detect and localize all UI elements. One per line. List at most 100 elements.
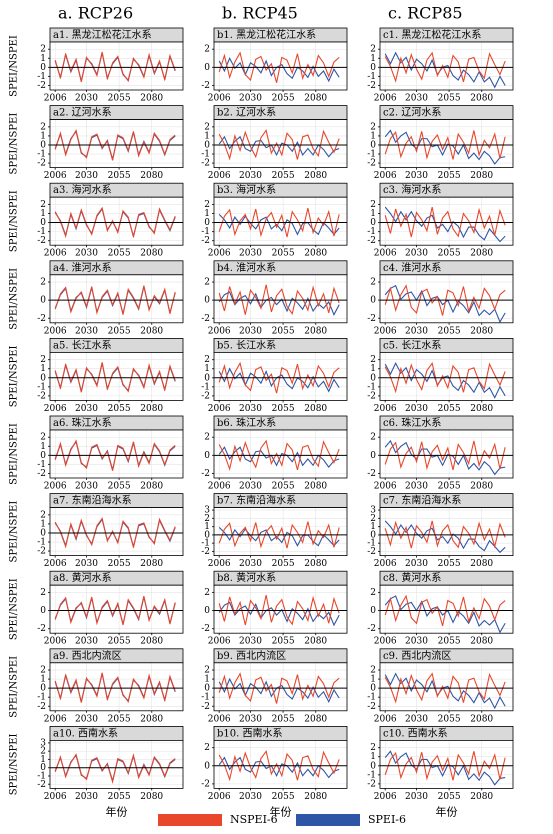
x-tick-label: 2006 [208,326,231,336]
x-tick-label: 2055 [272,94,295,104]
plot-frame [49,119,184,168]
x-tick-label: 2006 [208,249,231,259]
y-tick-label: -2 [37,780,46,790]
x-tick-label: 2006 [374,637,397,647]
x-tick-label: 2055 [438,792,461,802]
x-tick-label: 2030 [405,482,428,492]
x-tick-label: 2006 [44,714,67,724]
y-tick-label: 2 [370,122,376,132]
plot-frame [213,507,348,557]
x-tick-label: 2006 [374,482,397,492]
x-tick-label: 2006 [208,171,231,181]
y-tick-label: -2 [201,236,210,246]
series-line [218,672,340,704]
y-tick-label: -1 [37,72,46,82]
x-tick-label: 2055 [108,171,131,181]
series-line [54,753,176,784]
y-tick-label: -2 [37,391,46,401]
y-tick-label: -1 [37,538,46,548]
x-tick-label: 2006 [44,792,67,802]
x-tick-label: 2006 [208,94,231,104]
y-tick-label: -2 [367,391,376,401]
panel-title: a8. 黄河水系 [53,571,112,584]
x-tick-label: 2055 [438,326,461,336]
y-tick-label: -2 [37,702,46,712]
y-tick-label: 2 [40,588,46,598]
y-tick-label: -2 [201,702,210,712]
x-tick-label: 2080 [470,792,493,802]
series-line [54,672,176,704]
x-tick-label: 2030 [239,482,262,492]
x-tick-label: 2006 [44,559,67,569]
y-tick-label: 1 [370,675,376,685]
y-tick-label: 1 [370,131,376,141]
series-line [54,439,176,471]
series-line [54,362,176,393]
x-tick-label: 2080 [140,637,163,647]
y-tick-label: 1 [40,131,46,141]
x-tick-label: 2006 [208,482,231,492]
y-tick-label: -1 [367,227,376,237]
series-line [384,362,506,399]
panel-title: c5. 长江水系 [383,339,441,351]
x-tick-label: 2030 [75,559,98,569]
x-tick-label: 2080 [140,559,163,569]
x-tick-label: 2055 [438,714,461,724]
series-line [218,367,340,393]
y-tick-label: 1 [204,131,210,141]
x-tick-label: 2055 [438,171,461,181]
x-tick-label: 2030 [405,249,428,259]
plot-frame [213,662,348,712]
y-tick-label: 2 [204,45,210,55]
x-tick-label: 2030 [75,249,98,259]
x-tick-label: 2030 [239,714,262,724]
plot-frame [213,429,348,479]
plot-frame [379,662,514,712]
y-tick-label: 1 [370,209,376,219]
x-tick-label: 2030 [239,249,262,259]
panel-title: c10. 西南水系 [383,726,448,739]
x-tick-label: 2080 [140,171,163,181]
y-tick-label: 1 [40,755,46,765]
x-tick-label: 2006 [208,404,231,414]
series-line [54,206,176,239]
y-tick-label: -1 [367,150,376,160]
x-tick-label: 2080 [470,94,493,104]
plot-area [50,507,183,556]
plot-frame [379,41,514,91]
x-tick-label: 2080 [304,94,327,104]
y-tick-label: 0 [204,63,210,73]
plot-frame [49,274,184,324]
series-line [384,51,506,83]
x-axis-label: 年份 [436,804,458,818]
y-tick-label: -1 [201,150,210,160]
x-tick-label: 2006 [44,326,67,336]
y-tick-label: 3 [370,506,376,516]
y-tick-label: 1 [204,675,210,685]
x-tick-label: 2080 [470,714,493,724]
x-tick-label: 2030 [405,714,428,724]
x-tick-label: 2006 [374,714,397,724]
y-tick-label: 1 [40,54,46,64]
x-tick-label: 2030 [75,404,98,414]
x-tick-label: 2055 [272,637,295,647]
x-tick-label: 2080 [304,326,327,336]
x-tick-label: 2055 [108,792,131,802]
x-tick-label: 2080 [470,482,493,492]
y-tick-label: -2 [201,314,210,324]
x-tick-label: 2055 [272,482,295,492]
plot-frame [49,662,184,712]
series-line [384,129,506,165]
x-tick-label: 2006 [44,482,67,492]
series-line [384,51,506,89]
y-tick-label: -2 [367,547,376,557]
y-tick-label: -2 [367,624,376,634]
plot-area [214,430,347,478]
plot-frame [213,584,348,634]
series-line [218,677,340,704]
x-tick-label: 2006 [374,94,397,104]
plot-frame [213,740,348,789]
panel-title: a7. 东南沿海水系 [53,494,132,507]
x-tick-label: 2080 [140,714,163,724]
